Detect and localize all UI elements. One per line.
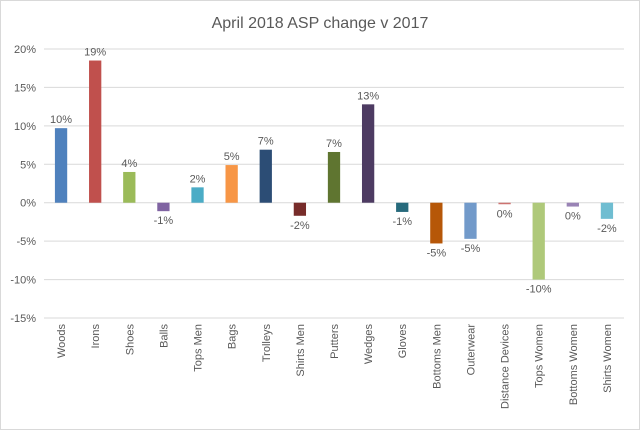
bar: [191, 187, 204, 203]
data-labels: 10% 19% 4% -1% 2% 5% 7% -2% 7% 13% -1% -5% -5% 0% -10%…: [50, 47, 617, 296]
gridlines: [44, 48, 624, 319]
bar: [498, 202, 511, 205]
x-tick-label: Bottoms Women: [568, 324, 580, 405]
data-label: 7%: [326, 138, 342, 150]
x-tick-label: Bottoms Men: [431, 324, 443, 389]
x-tick-label: Tops Men: [193, 324, 205, 372]
data-label: 7%: [258, 136, 274, 148]
y-tick-label: 10%: [14, 121, 36, 133]
bar: [89, 60, 102, 203]
x-tick-label: Shirts Men: [295, 324, 307, 377]
x-tick-label: Shirts Women: [602, 324, 614, 393]
data-label: 0%: [497, 208, 513, 220]
x-tick-label: Outerwear: [465, 324, 477, 376]
x-tick-label: Putters: [329, 324, 341, 359]
bar: [293, 202, 307, 216]
data-label: 13%: [357, 90, 379, 102]
y-tick-label: 0%: [20, 198, 36, 210]
x-tick-label: Gloves: [397, 324, 409, 359]
x-tick-label: Shoes: [124, 324, 136, 356]
data-label: 2%: [190, 173, 206, 185]
bar: [54, 128, 68, 203]
bar: [327, 151, 341, 203]
y-tick-label: 5%: [20, 159, 36, 171]
bar: [259, 149, 272, 203]
x-tick-label: Balls: [158, 324, 170, 348]
data-label: -2%: [290, 220, 310, 232]
chart-title: April 2018 ASP change v 2017: [212, 15, 429, 32]
bar: [361, 104, 375, 203]
x-tick-label: Distance Devices: [500, 324, 512, 409]
x-tick-label: Irons: [90, 324, 102, 349]
x-tick-label: Woods: [56, 324, 68, 359]
data-label: 4%: [121, 158, 137, 170]
bar: [464, 202, 477, 239]
y-tick-label: 15%: [14, 82, 36, 94]
bar: [430, 202, 443, 244]
data-label: -1%: [392, 216, 412, 228]
bar: [532, 202, 545, 280]
bar: [123, 171, 136, 203]
x-tick-label: Wedges: [363, 324, 375, 365]
data-label: 0%: [565, 211, 581, 223]
data-label: 19%: [84, 47, 106, 59]
data-label: 5%: [224, 151, 240, 163]
y-axis: -15% -10% -5% 0% 5% 10% 15% 20%: [10, 44, 36, 325]
y-tick-label: -5%: [16, 236, 36, 248]
bar: [396, 202, 409, 212]
data-label: -5%: [461, 243, 481, 255]
x-tick-label: Trolleys: [261, 324, 273, 363]
bar: [157, 202, 170, 212]
x-tick-label: Bags: [227, 324, 239, 350]
x-tick-label: Tops Women: [534, 324, 546, 388]
data-label: -1%: [154, 215, 174, 227]
bar: [566, 202, 579, 207]
y-tick-label: -15%: [10, 313, 36, 325]
bar: [225, 165, 238, 203]
data-label: -10%: [526, 284, 552, 296]
bar: [600, 202, 614, 219]
y-tick-label: -10%: [10, 275, 36, 287]
data-label: 10%: [50, 114, 72, 126]
x-axis: Woods Irons Shoes Balls Tops Men Bags Trolleys…: [56, 324, 614, 409]
bars: [54, 60, 614, 280]
data-label: -2%: [597, 223, 617, 235]
y-tick-label: 20%: [14, 44, 36, 56]
data-label: -5%: [427, 247, 447, 259]
